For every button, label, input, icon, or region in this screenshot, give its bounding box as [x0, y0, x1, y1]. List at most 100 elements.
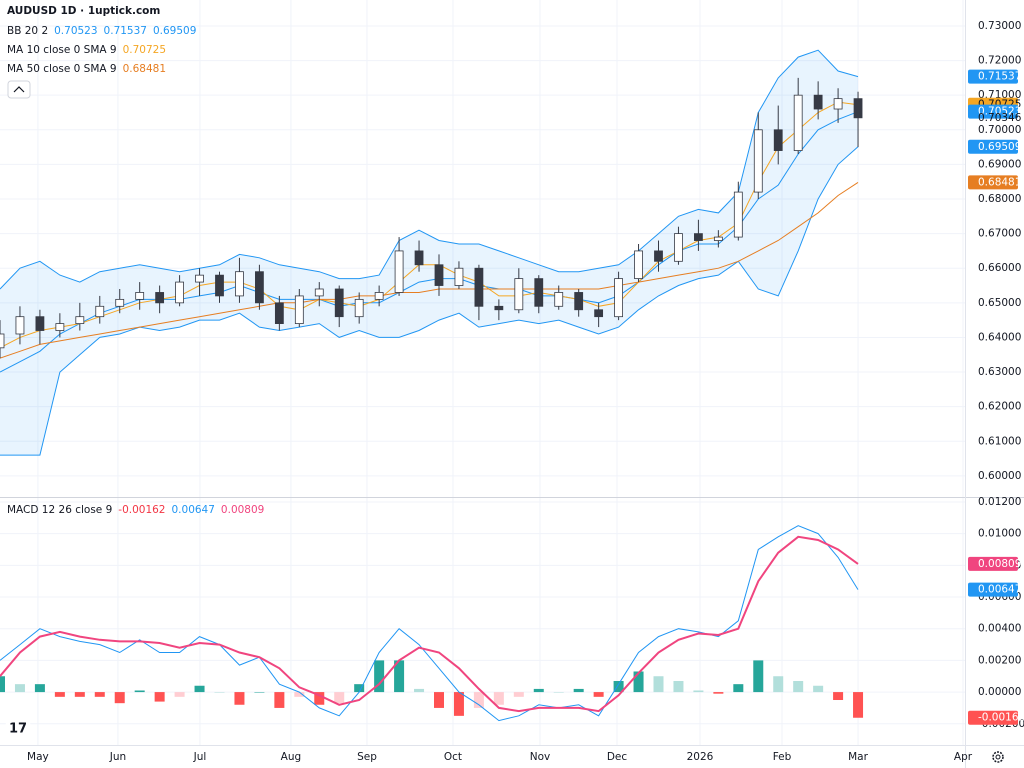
- candle-body: [255, 271, 264, 304]
- histogram-bar: [553, 692, 564, 693]
- histogram-bar: [833, 692, 844, 701]
- collapse-icon: [13, 86, 25, 93]
- candle-body: [813, 94, 823, 110]
- histogram-bar: [453, 692, 464, 716]
- candle-body: [155, 292, 165, 304]
- price-box: [968, 556, 1018, 571]
- histogram-bar: [114, 692, 125, 704]
- candle-body: [334, 288, 344, 318]
- settings-button[interactable]: [992, 751, 1004, 763]
- y-tick-label: 0.67000: [978, 228, 1021, 240]
- histogram-bar: [593, 692, 604, 697]
- grid: [0, 0, 965, 745]
- y-tick-label: 0.73000: [978, 20, 1021, 32]
- candle-body: [75, 316, 85, 325]
- histogram-bar: [374, 660, 385, 693]
- candle-body: [514, 278, 524, 311]
- candle-body: [654, 250, 663, 262]
- y-tick-label: 0.63000: [978, 366, 1021, 378]
- legend-ma10: MA 10 close 0 SMA 9 0.70725: [7, 44, 166, 56]
- ma10-label: MA 10 close 0 SMA 9: [7, 44, 117, 56]
- candle-body: [175, 281, 184, 304]
- histogram-bar: [54, 692, 65, 697]
- histogram-bar: [693, 690, 704, 693]
- signal-line: [0, 535, 859, 713]
- candle-body: [554, 292, 564, 307]
- price-box: [968, 175, 1018, 190]
- collapse-button[interactable]: [7, 80, 31, 99]
- price-box: [968, 710, 1018, 725]
- price-box-label: 0.00647: [978, 584, 1021, 596]
- histogram-bar: [394, 660, 405, 693]
- candle-body: [733, 191, 743, 238]
- histogram-bar: [853, 692, 864, 718]
- price-box: [968, 139, 1018, 154]
- candle-body: [95, 305, 105, 318]
- candle-body: [614, 278, 623, 318]
- candle-body: [773, 129, 783, 151]
- candle-body: [215, 274, 224, 297]
- bb-lower-value: 0.69509: [152, 25, 197, 37]
- histogram-bar: [753, 660, 764, 693]
- legend-ma50: MA 50 close 0 SMA 9 0.68481: [7, 63, 166, 75]
- x-tick-label: Feb: [773, 751, 792, 763]
- candle-body: [414, 250, 424, 266]
- histogram-bar: [14, 684, 25, 693]
- histogram-bar: [354, 684, 365, 693]
- price-box: [968, 104, 1018, 119]
- ma10-value: 0.70725: [122, 44, 167, 56]
- candle-body: [793, 94, 803, 151]
- x-tick-label: Nov: [530, 751, 551, 763]
- bb-lower: [0, 146, 859, 456]
- histogram-bar: [573, 688, 584, 693]
- candle-body: [494, 305, 504, 311]
- price-box: [968, 582, 1018, 597]
- legend-macd: MACD 12 26 close 9 -0.00162 0.00647 0.00809: [7, 504, 264, 516]
- candle-body: [833, 98, 843, 110]
- hist-value: -0.00162: [118, 504, 166, 516]
- histogram-bar: [673, 680, 684, 693]
- y-tick-label: 0.60000: [978, 470, 1021, 482]
- macd-line: [0, 525, 859, 722]
- symbol-title: AUDUSD 1D · 1uptick.com: [7, 5, 161, 17]
- histogram-bar: [334, 692, 345, 704]
- svg-text:17: 17: [9, 722, 27, 737]
- x-tick-label: 2026: [687, 751, 714, 763]
- histogram-bar: [473, 692, 484, 708]
- y-tick-label: 0.64000: [978, 331, 1021, 343]
- y-tick-label: 0.72000: [978, 55, 1021, 67]
- price-box-label: 0.70523: [978, 106, 1021, 118]
- y-tick-label: 0.00400: [978, 623, 1021, 635]
- legend-title: AUDUSD 1D · 1uptick.com: [7, 5, 160, 17]
- ma50-value: 0.68481: [122, 63, 167, 75]
- y-tick-label: 0.01000: [978, 528, 1021, 540]
- y-tick-label: 0.66000: [978, 262, 1021, 274]
- x-tick-label: Jun: [109, 751, 126, 763]
- axes: May Jun Jul Aug Sep Oct Nov Dec 2026 Feb Mar Apr 0.7…: [27, 20, 1024, 763]
- candle-body: [674, 233, 683, 262]
- histogram-bar: [793, 680, 804, 693]
- price-box: [968, 69, 1018, 84]
- bb-upper: [0, 49, 859, 290]
- legend-bb: BB 20 2 0.70523 0.71537 0.69509: [7, 25, 196, 37]
- histogram-bar: [0, 676, 5, 693]
- candle-body: [574, 292, 584, 311]
- candle-body: [35, 316, 45, 331]
- candle-body: [354, 298, 364, 318]
- x-tick-label: Jul: [193, 751, 207, 763]
- candle-body: [694, 233, 703, 241]
- x-tick-label: Dec: [607, 751, 628, 763]
- y-tick-label: 0.70000: [978, 124, 1021, 136]
- histogram-bar: [34, 684, 45, 693]
- price-box-label: 0.71537: [978, 71, 1021, 83]
- candle-body: [454, 267, 464, 286]
- histogram-bar: [733, 684, 744, 693]
- histogram-bar: [533, 688, 544, 693]
- x-tick-label: Sep: [357, 751, 377, 763]
- histogram-bar: [134, 690, 145, 693]
- candle-body: [0, 333, 5, 349]
- candle-body: [534, 278, 544, 307]
- histogram-bar: [493, 692, 504, 705]
- histogram-bar: [513, 692, 524, 697]
- candle-body: [294, 295, 304, 325]
